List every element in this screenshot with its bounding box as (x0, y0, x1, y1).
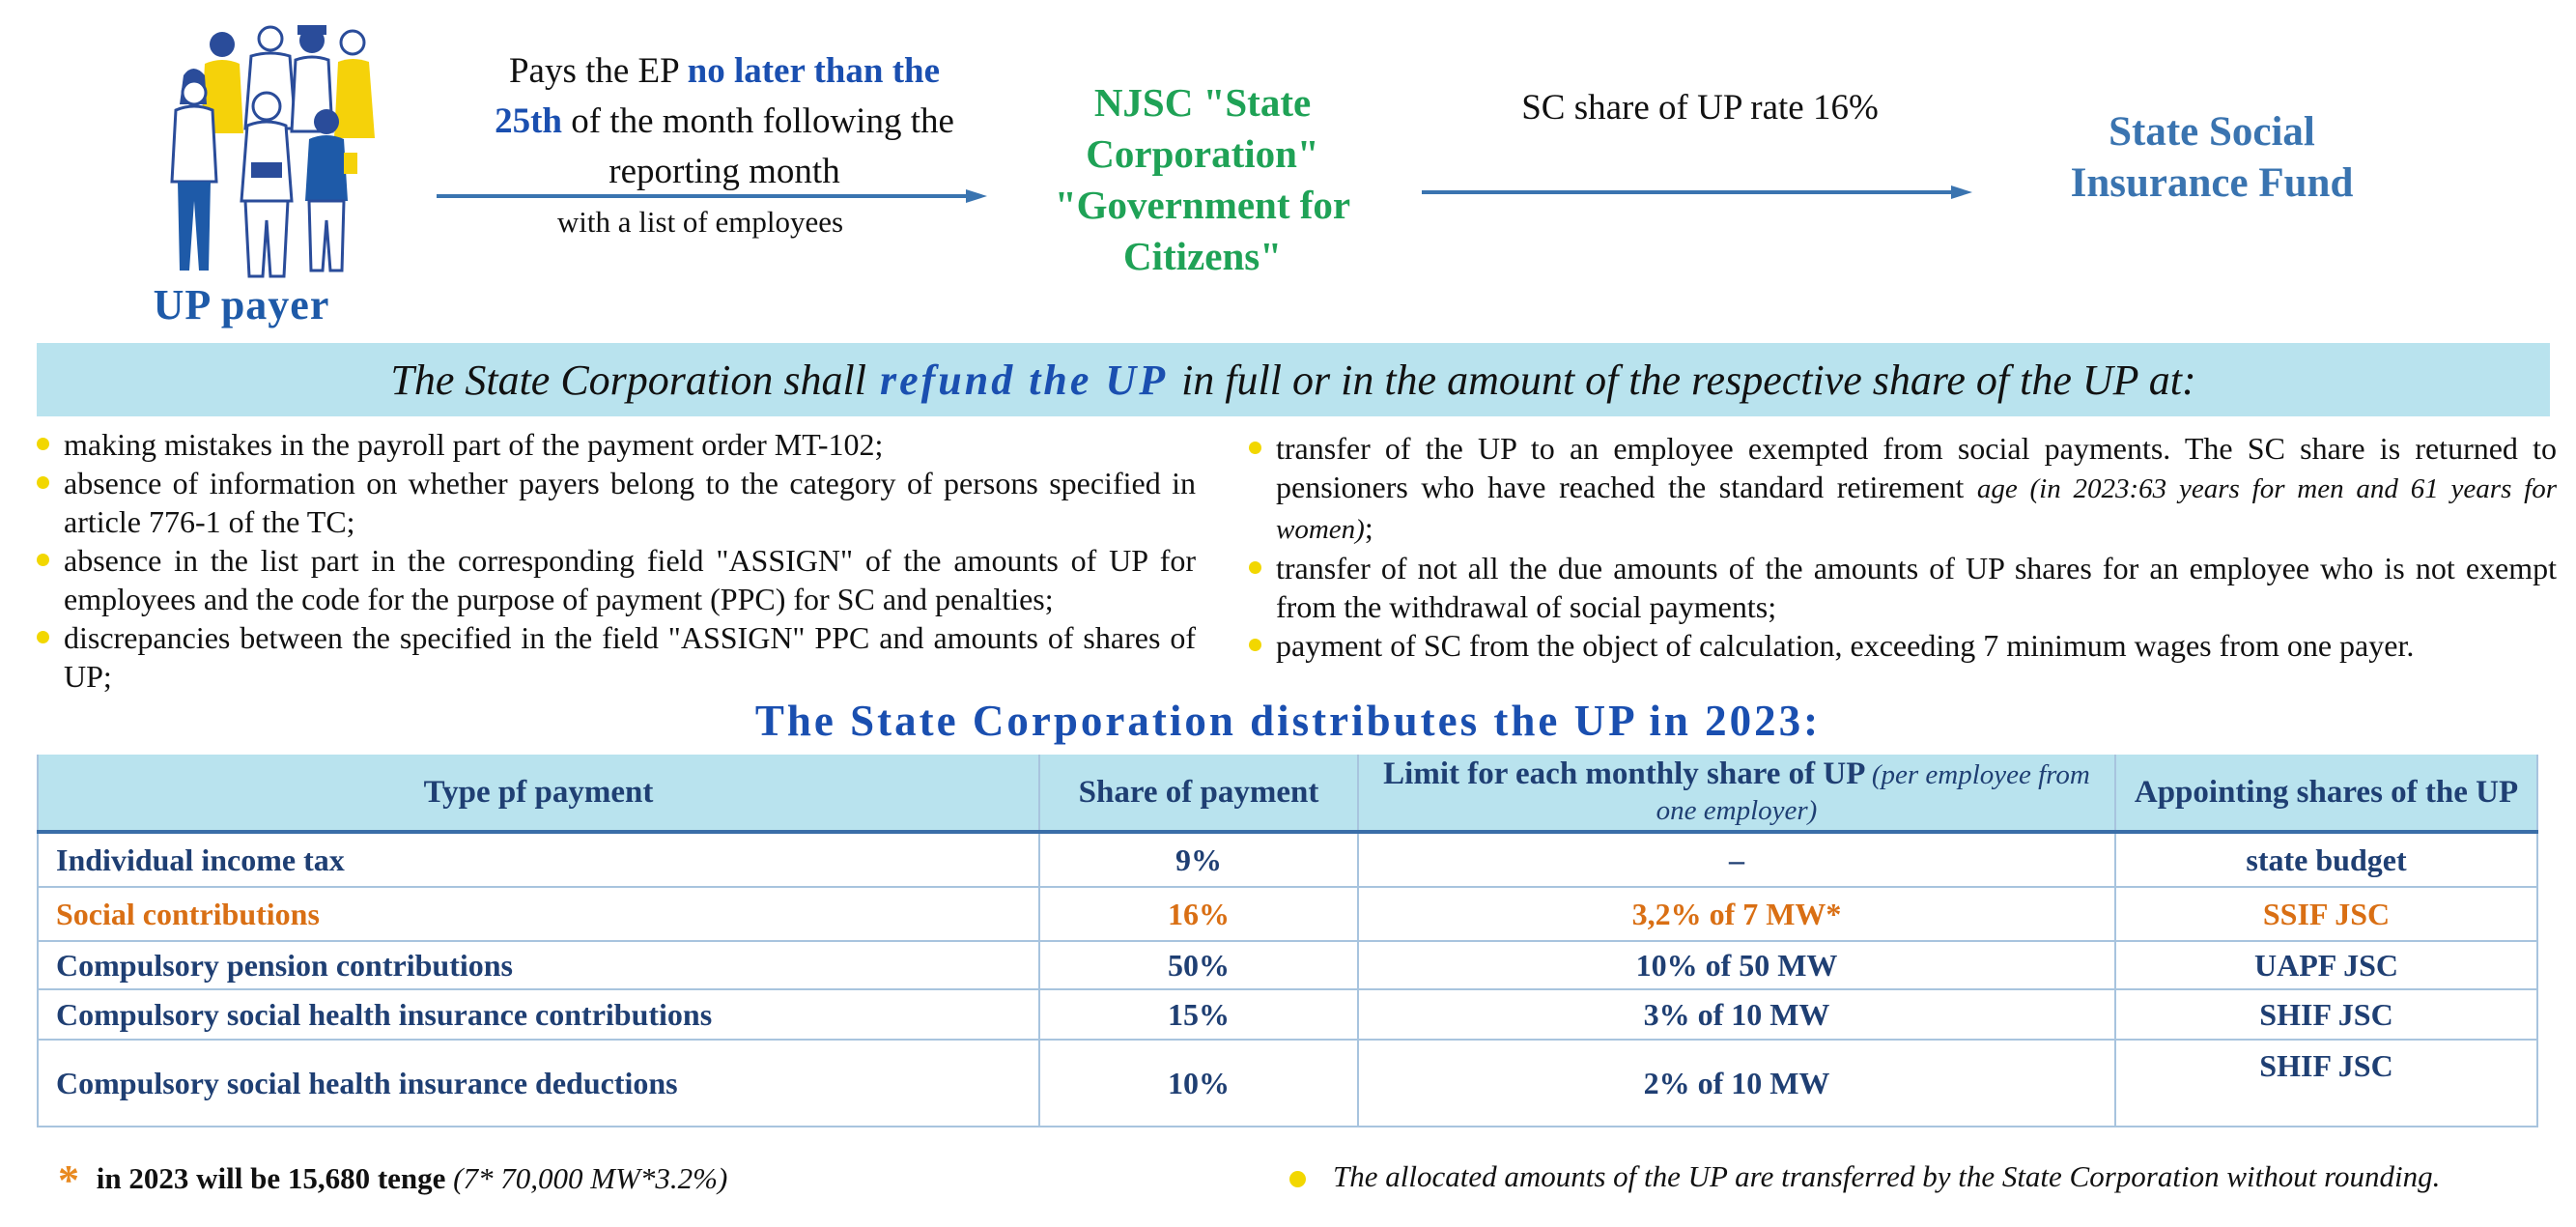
banner-prefix: The State Corporation shall (390, 356, 866, 404)
rounding-note-text: The allocated amounts of the UP are tran… (1333, 1159, 2441, 1193)
header-share: Share of payment (1038, 755, 1359, 834)
banner-suffix: in full or in the amount of the respecti… (1181, 356, 2196, 404)
retirement-age-note: age (in 2023:63 years for men and 61 yea… (1276, 473, 2558, 545)
cell-type: Social contributions (37, 886, 1040, 942)
list-item: absence of information on whether payers… (37, 464, 1196, 541)
cell-appointing: SSIF JSC (2114, 886, 2538, 942)
cell-limit: 10% of 50 MW (1357, 940, 2116, 990)
table-row: Compulsory social health insurance deduc… (37, 1039, 2538, 1127)
table-row: Individual income tax 9% – state budget (37, 831, 2538, 888)
cell-type: Individual income tax (37, 831, 1040, 888)
cell-limit: 2% of 10 MW (1357, 1039, 2116, 1127)
table-row: Social contributions 16% 3,2% of 7 MW* S… (37, 886, 2538, 942)
footnote-formula: (7* 70,000 MW*3.2%) (453, 1161, 728, 1195)
header-limit: Limit for each monthly share of UP (per … (1357, 755, 2116, 834)
cell-appointing: SHIF JSC (2114, 1039, 2538, 1127)
list-item: transfer of the UP to an employee exempt… (1249, 429, 2557, 549)
distribution-title: The State Corporation distributes the UP… (754, 697, 1822, 745)
payer-to-corporation-arrow (437, 189, 987, 203)
refund-banner: The State Corporation shall refund the U… (37, 343, 2550, 416)
header-limit-note: (per employee from one employer) (1656, 759, 2090, 826)
list-item: payment of SC from the object of calcula… (1249, 626, 2557, 665)
pays-prefix: Pays the EP (508, 51, 679, 91)
distribution-table: Type pf payment Share of payment Limit f… (37, 755, 2538, 1127)
corporation-to-fund-arrow (1422, 185, 1972, 199)
cell-share: 50% (1038, 940, 1359, 990)
cell-type: Compulsory social health insurance deduc… (37, 1039, 1040, 1127)
header-limit-label: Limit for each monthly share of UP (1383, 756, 1864, 791)
cell-limit: 3,2% of 7 MW* (1357, 886, 2116, 942)
footnote: * in 2023 will be 15,680 tenge (7* 70,00… (58, 1156, 1024, 1205)
banner-highlight: refund the UP (879, 356, 1169, 404)
cell-share: 16% (1038, 886, 1359, 942)
footnote-bold: in 2023 will be 15,680 tenge (96, 1161, 446, 1195)
pays-suffix: of the month following the reporting mon… (571, 101, 954, 191)
header-type: Type pf payment (37, 755, 1040, 834)
list-item-text: transfer of the UP to an employee exempt… (1276, 431, 2557, 504)
fund-name: State Social Insurance Fund (2070, 109, 2354, 206)
payer-label: UP payer (153, 281, 330, 328)
payment-deadline-text: Pays the EP no later than the 25th of th… (483, 46, 966, 197)
refund-conditions-right-list: transfer of the UP to an employee exempt… (1249, 429, 2557, 665)
table-header-row: Type pf payment Share of payment Limit f… (37, 755, 2538, 834)
with-list-caption: with a list of employees (556, 205, 844, 239)
refund-conditions-left-list: making mistakes in the payroll part of t… (37, 425, 1196, 696)
list-item: absence in the list part in the correspo… (37, 541, 1196, 618)
table-row: Compulsory pension contributions 50% 10%… (37, 940, 2538, 990)
cell-share: 15% (1038, 988, 1359, 1041)
cell-type: Compulsory social health insurance contr… (37, 988, 1040, 1041)
list-item: discrepancies between the specified in t… (37, 618, 1196, 696)
list-item: making mistakes in the payroll part of t… (37, 425, 1196, 464)
cell-share: 9% (1038, 831, 1359, 888)
header-appointing: Appointing shares of the UP (2114, 755, 2538, 834)
pays-deadline-highlight: no later than the 25th (495, 51, 941, 141)
list-item-end: ; (1364, 510, 1373, 545)
payer-people-illustration (170, 25, 375, 278)
table-row: Compulsory social health insurance contr… (37, 988, 2538, 1041)
cell-type: Compulsory pension contributions (37, 940, 1040, 990)
sc-share-caption: SC share of UP rate 16% (1521, 88, 1879, 128)
cell-limit: – (1357, 831, 2116, 888)
cell-share: 10% (1038, 1039, 1359, 1127)
bullet-dot-icon (1289, 1171, 1306, 1188)
cell-limit: 3% of 10 MW (1357, 988, 2116, 1041)
asterisk-marker: * (58, 1156, 79, 1204)
corporation-name: NJSC "State Corporation" "Government for… (1054, 80, 1351, 278)
cell-appointing: state budget (2114, 831, 2538, 888)
cell-appointing: SHIF JSC (2114, 988, 2538, 1041)
list-item: transfer of not all the due amounts of t… (1249, 549, 2557, 626)
cell-appointing: UAPF JSC (2114, 940, 2538, 990)
rounding-note: The allocated amounts of the UP are tran… (1289, 1159, 2545, 1194)
